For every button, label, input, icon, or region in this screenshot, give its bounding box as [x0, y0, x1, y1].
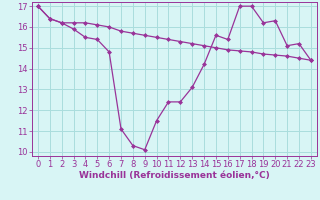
X-axis label: Windchill (Refroidissement éolien,°C): Windchill (Refroidissement éolien,°C) [79, 171, 270, 180]
